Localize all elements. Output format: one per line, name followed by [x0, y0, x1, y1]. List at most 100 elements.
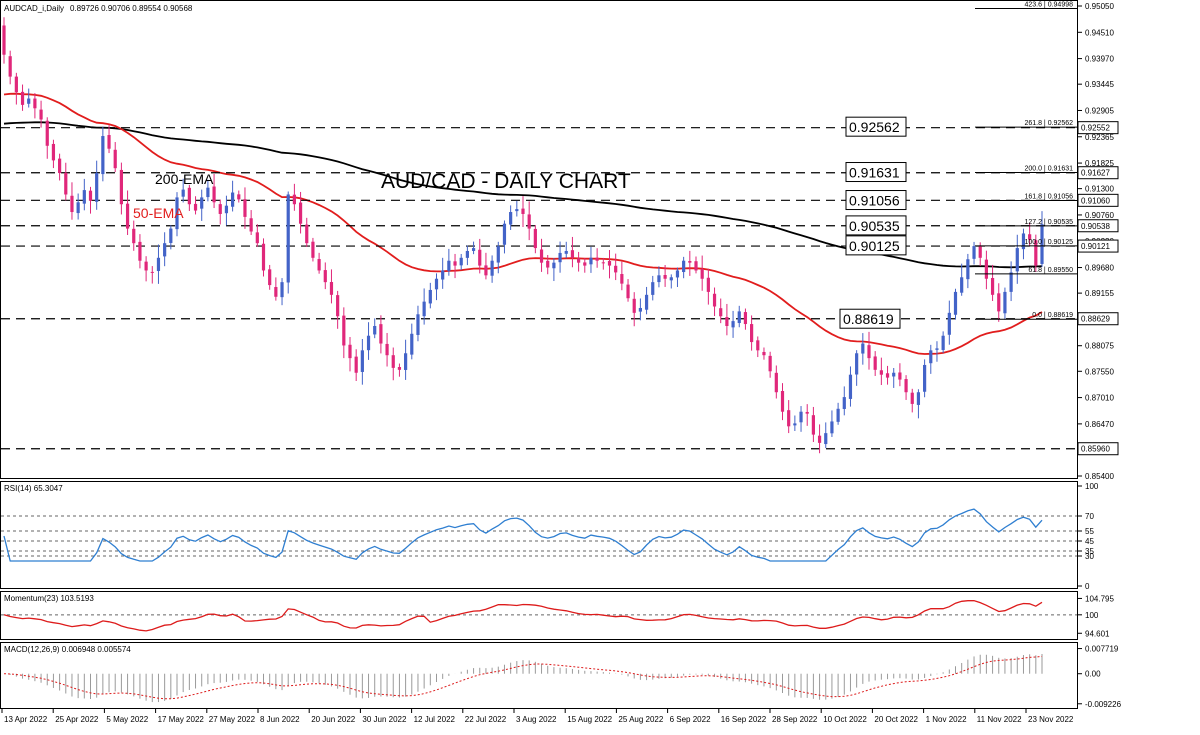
candle-body: [861, 343, 865, 354]
candle-body: [885, 373, 890, 378]
candle-body: [651, 282, 655, 295]
candle-body: [546, 260, 550, 268]
candle-body: [169, 228, 173, 243]
candle-body: [45, 120, 49, 146]
x-tick-label: 27 May 2022: [209, 715, 256, 724]
y-tick-label: 0.93445: [1085, 80, 1114, 89]
candle-body: [14, 76, 18, 93]
candle-body: [879, 370, 883, 375]
x-tick-label: 1 Nov 2022: [926, 715, 967, 724]
candles-layer: [2, 17, 1044, 454]
candle-body: [515, 209, 519, 212]
y-tick-label: 0.95050: [1085, 2, 1114, 11]
candle-body: [249, 218, 253, 232]
y-tick-label: 0.93970: [1085, 55, 1114, 64]
candle-body: [966, 259, 970, 280]
candle-body: [811, 415, 815, 435]
x-tick-label: 16 Sep 2022: [721, 715, 767, 724]
x-tick-label: 3 Aug 2022: [516, 715, 557, 724]
candle-body: [1028, 234, 1032, 240]
y-tick-label: 0.90760: [1085, 211, 1114, 220]
candle-body: [101, 136, 105, 175]
candle-body: [521, 208, 525, 214]
candle-body: [268, 269, 272, 286]
candle-body: [459, 257, 463, 266]
candle-body: [465, 250, 469, 258]
candle-body: [255, 232, 259, 244]
momentum-tick-label: 104.795: [1085, 594, 1114, 603]
x-tick-label: 8 Jun 2022: [260, 715, 300, 724]
candle-body: [193, 203, 198, 211]
y-tick-label: 0.91825: [1085, 159, 1114, 168]
level-box-label: 0.91631: [849, 165, 900, 181]
momentum-tick-label: 100: [1085, 611, 1099, 620]
chart-ohlc-values: 0.89726 0.90706 0.89554 0.90568: [70, 4, 193, 13]
candle-body: [589, 257, 593, 265]
fib-label: 0.0 | 0.88619: [1032, 312, 1073, 319]
candle-body: [404, 353, 408, 370]
candle-body: [206, 187, 210, 198]
x-tick-label: 6 Sep 2022: [670, 715, 711, 724]
candle-body: [1003, 291, 1007, 314]
x-tick-label: 17 May 2022: [158, 715, 205, 724]
y-tick-label: 0.87550: [1085, 367, 1114, 376]
rsi-line: [3, 508, 1043, 562]
candle-body: [768, 355, 772, 372]
level-boxes: 0.92562 0.91631 0.91056 0.90535 0.90125 0.886…: [839, 116, 907, 329]
x-tick-label: 23 Nov 2022: [1028, 715, 1074, 724]
candle-body: [150, 271, 154, 273]
candle-body: [750, 324, 754, 343]
y-tick-label: 0.92905: [1085, 106, 1114, 115]
level-box: [845, 190, 907, 211]
chart-symbol-label: AUDCAD_i,Daily: [4, 4, 64, 13]
price-tag-label: 0.91627: [1081, 169, 1110, 178]
candle-body: [490, 260, 494, 276]
level-box-label: 0.88619: [843, 311, 894, 327]
x-tick-label: 15 Aug 2022: [567, 715, 612, 724]
candle-body: [657, 275, 661, 283]
candle-body: [391, 355, 395, 368]
fib-label: 200.0 | 0.91631: [1024, 166, 1073, 173]
candle-body: [904, 379, 908, 393]
candle-body: [187, 187, 191, 205]
candle-body: [20, 91, 25, 105]
candle-body: [453, 261, 457, 266]
candle-body: [502, 223, 507, 245]
candle-body: [638, 307, 642, 312]
macd-tick-label: -0.009226: [1085, 700, 1122, 709]
candle-body: [8, 56, 12, 77]
y-tick-label: 0.92365: [1085, 133, 1114, 142]
candle-body: [929, 350, 933, 364]
candle-body: [595, 257, 599, 261]
candle-body: [947, 312, 951, 335]
candle-body: [385, 343, 389, 356]
price-tag-label: 0.92552: [1081, 124, 1110, 133]
candle-body: [675, 270, 680, 278]
y-tick-label: 0.89155: [1085, 289, 1114, 298]
momentum-panel: 104.795 100 94.601: [1, 594, 1114, 638]
candle-body: [527, 214, 531, 229]
candle-body: [379, 324, 383, 344]
x-tick-label: 20 Jun 2022: [311, 715, 356, 724]
candle-body: [805, 411, 809, 414]
candle-body: [132, 228, 136, 244]
candle-body: [329, 281, 334, 295]
candle-body: [298, 202, 303, 224]
candle-body: [607, 261, 612, 266]
candle-body: [373, 325, 377, 335]
candle-body: [577, 258, 581, 263]
candle-body: [496, 246, 500, 263]
candle-body: [824, 433, 828, 445]
y-tick-label: 0.88075: [1085, 342, 1114, 351]
x-tick-label: 11 Nov 2022: [977, 715, 1022, 724]
candle-body: [817, 435, 822, 443]
candle-body: [125, 203, 130, 229]
candle-body: [181, 189, 185, 197]
candle-body: [935, 348, 939, 350]
candle-body: [990, 277, 995, 295]
candle-body: [58, 158, 62, 174]
fib-labels: 423.6 | 0.94998 261.8 | 0.92562 200.0 | 0.…: [975, 2, 1077, 320]
macd-label: MACD(12,26,9) 0.006948 0.005574: [4, 645, 131, 654]
candle-body: [224, 205, 229, 214]
candle-body: [855, 353, 859, 375]
